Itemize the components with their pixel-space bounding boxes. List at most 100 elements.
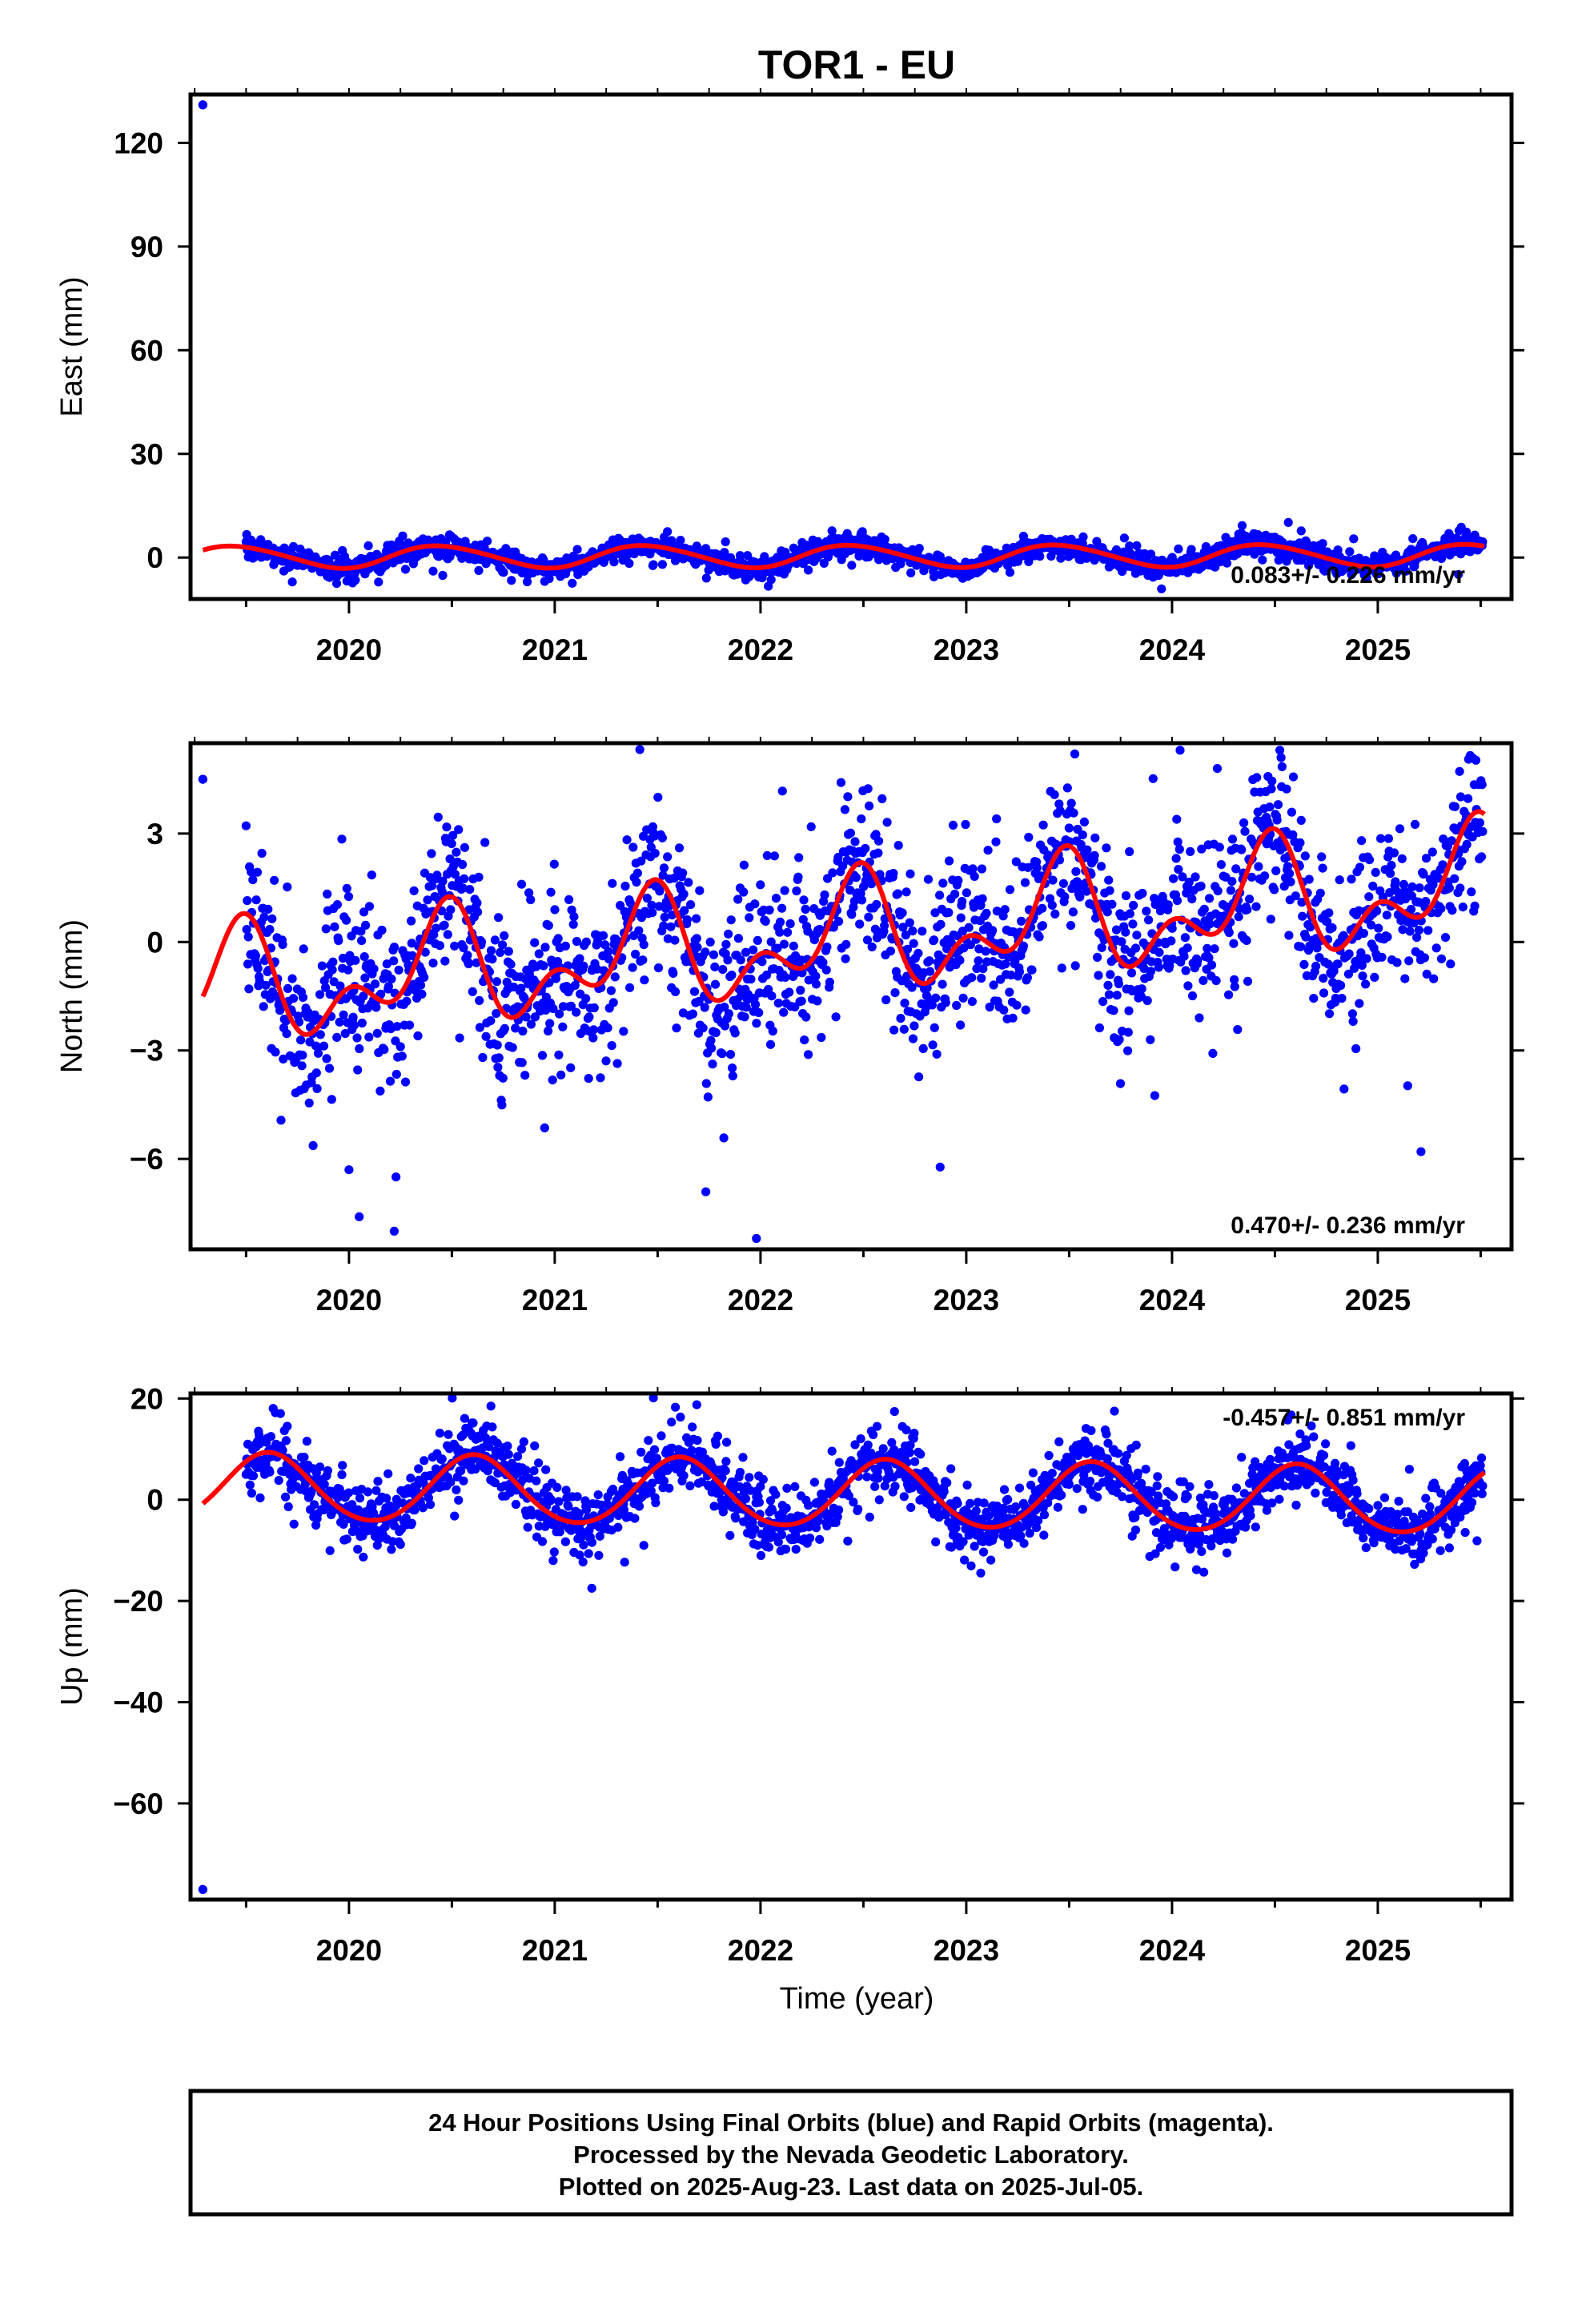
- data-point: [518, 1026, 528, 1036]
- data-point: [373, 1477, 383, 1486]
- data-point: [616, 1452, 625, 1462]
- data-point: [644, 1436, 653, 1445]
- data-point: [1454, 569, 1464, 579]
- data-point: [806, 822, 816, 831]
- data-point: [566, 1063, 576, 1072]
- data-point: [913, 948, 923, 958]
- data-point: [1296, 942, 1306, 951]
- data-point: [1114, 979, 1123, 989]
- data-point: [381, 561, 391, 570]
- data-point: [628, 842, 638, 852]
- data-point: [296, 1035, 306, 1045]
- data-point: [750, 899, 760, 909]
- data-point: [663, 852, 673, 862]
- data-point: [804, 565, 813, 575]
- data-point: [663, 527, 673, 537]
- data-point: [331, 579, 342, 589]
- data-point: [608, 998, 618, 1007]
- data-point: [553, 934, 563, 943]
- data-point: [355, 1212, 364, 1221]
- x-tick-label: 2021: [522, 633, 588, 666]
- data-point: [1179, 951, 1189, 961]
- data-point: [721, 939, 731, 949]
- data-point: [658, 870, 668, 880]
- data-point: [801, 1012, 811, 1022]
- data-point: [473, 907, 483, 917]
- data-point: [492, 977, 502, 987]
- data-point: [465, 885, 475, 895]
- data-point: [956, 1020, 966, 1030]
- data-point: [1126, 968, 1137, 978]
- data-point: [1212, 764, 1223, 774]
- data-point: [1182, 943, 1192, 953]
- data-point: [610, 972, 620, 982]
- data-point: [977, 864, 986, 874]
- data-point: [511, 1023, 520, 1033]
- data-point: [1251, 902, 1261, 911]
- data-point: [659, 921, 669, 931]
- data-point: [416, 980, 426, 990]
- data-point: [771, 894, 781, 903]
- data-point: [723, 955, 733, 965]
- data-point: [925, 956, 934, 966]
- data-point: [564, 1502, 573, 1511]
- data-point: [620, 1558, 629, 1567]
- data-point: [1345, 547, 1355, 557]
- data-point: [288, 541, 299, 552]
- data-point: [632, 877, 641, 887]
- data-point: [475, 995, 484, 1005]
- data-point: [454, 1495, 464, 1505]
- data-point: [459, 1476, 468, 1486]
- x-tick-label: 2020: [316, 633, 382, 666]
- data-point: [849, 896, 859, 906]
- data-point: [548, 1556, 558, 1566]
- data-point: [448, 830, 458, 840]
- data-point: [1163, 900, 1173, 910]
- data-point: [344, 1165, 354, 1175]
- data-point: [1146, 967, 1156, 976]
- data-point: [283, 1502, 293, 1512]
- data-point: [1266, 915, 1275, 924]
- data-point: [1174, 844, 1184, 854]
- data-point: [1093, 952, 1102, 962]
- data-point: [746, 975, 756, 984]
- data-point: [1333, 959, 1343, 969]
- data-point: [1359, 928, 1368, 939]
- data-point: [1362, 573, 1371, 583]
- data-point: [283, 883, 292, 892]
- data-point: [578, 1557, 588, 1566]
- data-point: [1211, 975, 1221, 986]
- data-point: [1368, 881, 1378, 891]
- y-tick-label: 120: [114, 127, 163, 159]
- data-point: [709, 950, 719, 959]
- data-point: [771, 1490, 781, 1499]
- data-point: [870, 1482, 880, 1491]
- data-point: [309, 1500, 319, 1510]
- data-point: [549, 1547, 559, 1557]
- data-point: [1178, 872, 1187, 882]
- data-point: [1119, 533, 1129, 543]
- data-point: [299, 1453, 309, 1462]
- data-point: [1197, 844, 1207, 854]
- data-point: [1082, 845, 1092, 854]
- data-point: [720, 1021, 730, 1031]
- data-point: [572, 936, 582, 947]
- data-point: [978, 894, 987, 903]
- data-point: [537, 1537, 548, 1546]
- data-point: [794, 853, 804, 862]
- data-point: [409, 886, 419, 895]
- up-plot-area: [198, 1393, 1488, 1894]
- data-point: [1078, 532, 1088, 542]
- data-point: [648, 908, 657, 918]
- data-point: [1166, 936, 1176, 946]
- data-point: [1230, 982, 1239, 991]
- data-point: [640, 975, 649, 985]
- data-point: [369, 964, 379, 974]
- data-point: [801, 904, 810, 914]
- data-point: [1195, 1013, 1204, 1023]
- east-axis-label: East (mm): [55, 276, 89, 416]
- data-point: [1275, 746, 1285, 755]
- data-point: [914, 1072, 924, 1082]
